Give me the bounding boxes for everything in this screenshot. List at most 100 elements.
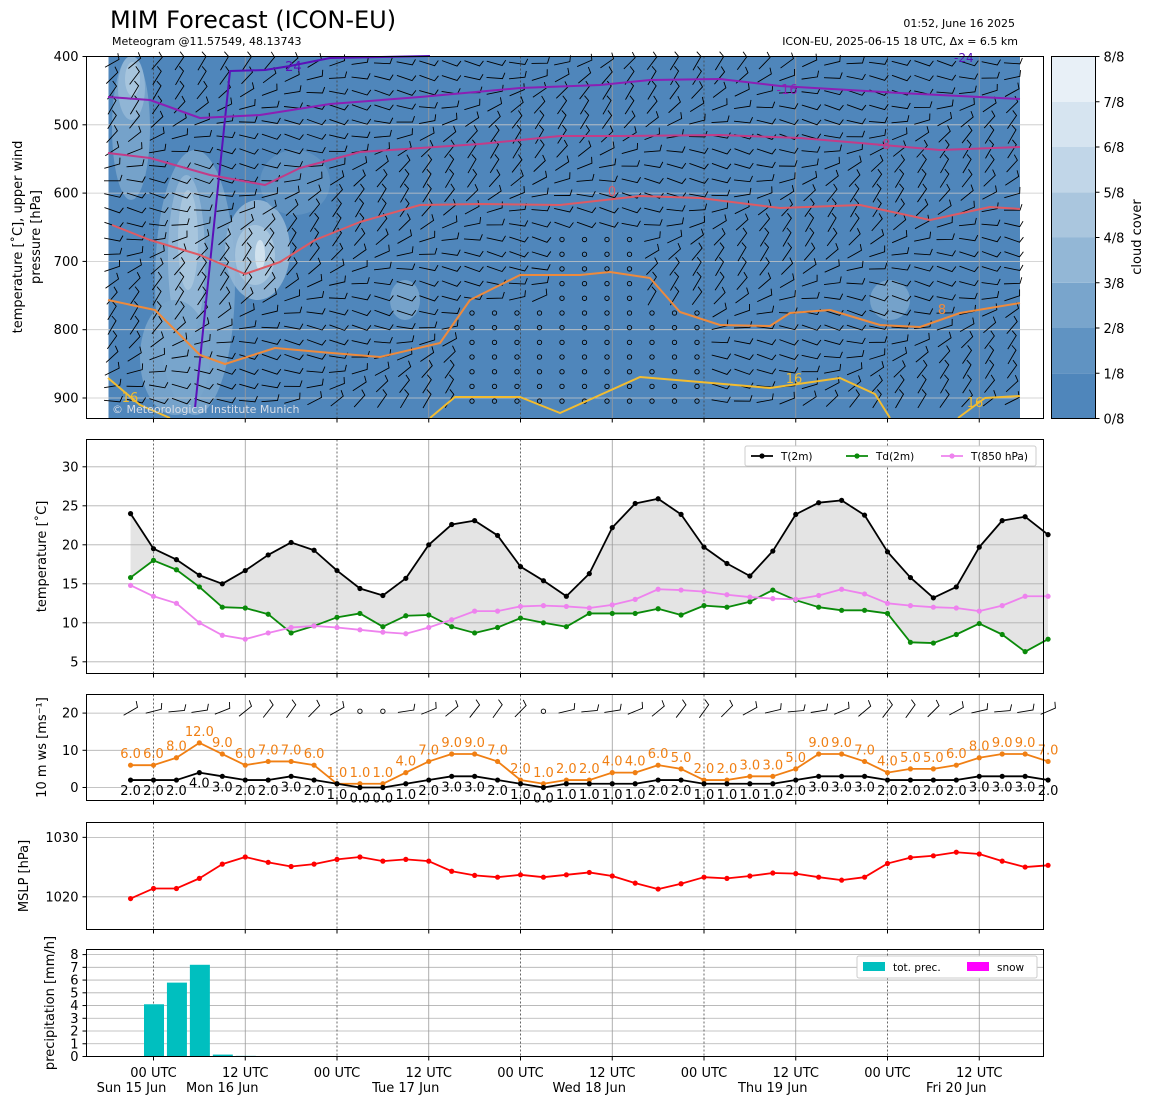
wind-barb	[779, 119, 799, 126]
wind-barb	[306, 308, 326, 315]
wind-barb	[1004, 236, 1024, 243]
wind-barb	[509, 58, 529, 65]
wind-barb	[214, 701, 231, 715]
wind-barb	[374, 89, 394, 96]
series-point	[861, 591, 868, 597]
wind-barb	[713, 286, 726, 305]
wind-barb	[779, 391, 795, 405]
wind-barb	[805, 212, 815, 233]
data-label: 1.0	[762, 788, 783, 803]
wind-barb	[669, 257, 680, 276]
series-point	[586, 777, 592, 783]
data-label: 2.0	[166, 784, 187, 799]
wind-barb	[871, 374, 883, 393]
legend-label: Td(2m)	[875, 451, 914, 463]
series-point	[770, 781, 776, 787]
data-label: 4.0	[877, 755, 898, 770]
series-point	[357, 627, 363, 633]
wind-barb	[149, 126, 165, 141]
wind-barb	[917, 154, 927, 174]
series-point	[861, 758, 868, 765]
wind-barb-calm	[626, 325, 633, 331]
series-point	[288, 773, 294, 779]
wind-barb	[196, 80, 208, 100]
wind-barb	[872, 183, 882, 203]
colorbar-segment	[1051, 147, 1096, 193]
wind-barb	[488, 110, 501, 128]
series-point	[816, 500, 822, 506]
wind-barb	[720, 699, 734, 718]
series-point	[976, 608, 982, 614]
wind-barb-calm	[536, 310, 543, 316]
wind-barb	[531, 276, 550, 286]
series-point	[976, 620, 982, 627]
y-tick-label: 0	[70, 781, 78, 796]
series-point	[540, 578, 547, 584]
wind-barb	[846, 118, 866, 125]
wind-barb-calm	[559, 383, 565, 390]
wind-barb	[689, 113, 706, 125]
wind-barb	[869, 348, 886, 360]
wind-barb-calm	[671, 325, 678, 331]
series-point	[242, 777, 248, 783]
wind-panel-frame	[86, 694, 1044, 801]
wind-barb	[106, 330, 118, 350]
wind-barb	[418, 247, 438, 255]
wind-barb	[287, 227, 297, 247]
wind-barb	[846, 278, 866, 285]
wind-barb	[801, 158, 819, 168]
wind-barb	[801, 146, 821, 153]
series-point	[563, 781, 569, 787]
data-label: 5.0	[923, 751, 944, 766]
wind-barb	[284, 367, 304, 375]
series-point	[586, 869, 592, 876]
series-point	[242, 762, 248, 768]
wind-barb-calm	[559, 339, 565, 345]
wind-barb	[509, 220, 529, 227]
data-label: 7.0	[1038, 743, 1059, 758]
series-point	[976, 773, 982, 779]
wind-barb	[756, 186, 773, 199]
wind-barb	[646, 257, 659, 275]
series-point	[678, 511, 684, 517]
wind-barb	[698, 699, 710, 719]
series-point	[632, 610, 638, 617]
wind-barb	[533, 95, 546, 114]
wind-barb-calm	[626, 280, 633, 287]
wind-barb	[917, 168, 927, 188]
wind-barb	[940, 154, 950, 174]
wind-barb	[801, 353, 821, 360]
wind-barb	[734, 162, 754, 169]
wind-barb	[868, 116, 888, 124]
wind-barb	[667, 112, 683, 127]
wind-barb	[283, 380, 303, 387]
wind-barb-calm	[536, 398, 543, 404]
series-point	[334, 781, 340, 787]
wind-barb	[441, 319, 459, 330]
wind-barb	[938, 183, 951, 202]
series-point	[196, 875, 202, 881]
isotherm-label: 16	[786, 372, 803, 387]
wind-barb	[779, 103, 799, 110]
wind-barb	[914, 60, 934, 67]
wind-barb	[374, 244, 390, 258]
wind-barb	[669, 80, 680, 100]
wind-barb	[486, 72, 506, 80]
series-point	[127, 895, 134, 902]
wind-barb	[858, 700, 872, 717]
wind-barb	[914, 265, 934, 272]
wind-barb	[576, 53, 593, 67]
wind-barb	[1007, 345, 1017, 365]
wind-barb	[509, 290, 526, 301]
wind-barb	[801, 87, 821, 95]
data-label: 1.0	[602, 788, 623, 803]
data-label: 7.0	[487, 743, 508, 758]
wind-barb-calm	[626, 310, 633, 316]
data-label: 0.0	[373, 791, 394, 806]
wind-barb	[216, 335, 235, 344]
series-point	[173, 755, 180, 761]
wind-barb	[600, 125, 614, 143]
x-tick-label: 00 UTC	[681, 1066, 727, 1081]
series-point	[311, 777, 317, 783]
wind-barb	[675, 699, 687, 718]
